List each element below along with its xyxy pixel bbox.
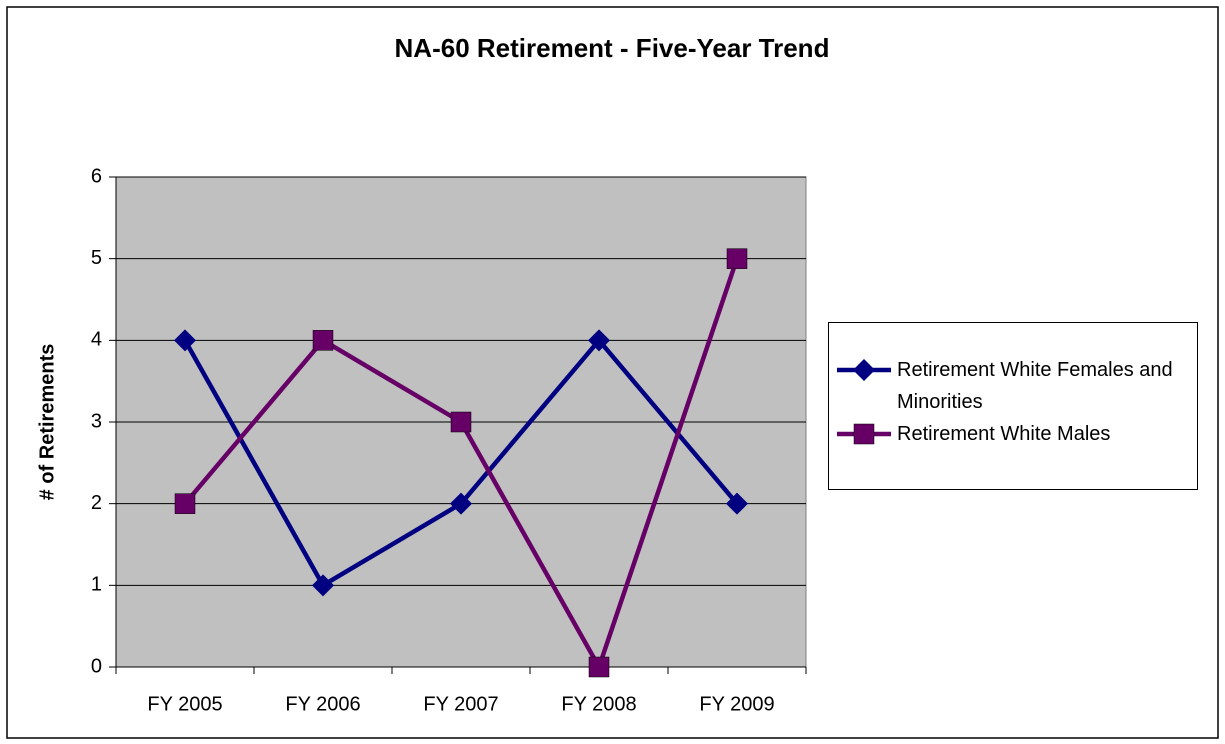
legend-label: Retirement White Males (897, 423, 1111, 445)
marker (312, 330, 334, 351)
marker (450, 492, 472, 515)
y-tick-label: 2 (91, 492, 102, 514)
y-tick-label: 5 (91, 247, 102, 269)
y-tick-label: 3 (91, 410, 102, 432)
legend-entry: Retirement White Males (829, 418, 1197, 450)
legend: Retirement White Females and Minorities R… (828, 322, 1198, 490)
chart-title: NA-60 Retirement - Five-Year Trend (395, 33, 830, 63)
marker (588, 329, 610, 352)
marker (726, 248, 748, 269)
y-tick-label: 1 (91, 574, 102, 596)
marker (853, 423, 875, 445)
marker (174, 493, 196, 514)
marker (174, 329, 196, 352)
legend-label: Retirement White Females and Minorities (897, 359, 1173, 413)
y-tick-label: 4 (91, 329, 102, 351)
marker (312, 574, 334, 597)
marker (853, 359, 875, 381)
y-axis-label: # of Retirements (36, 344, 58, 501)
x-tick-label: FY 2008 (561, 693, 636, 715)
legend-swatch (837, 423, 891, 445)
marker (726, 492, 748, 515)
marker (450, 411, 472, 433)
x-tick-label: FY 2006 (285, 693, 360, 715)
x-tick-label: FY 2007 (423, 693, 498, 715)
y-tick-label: 0 (91, 655, 102, 677)
legend-entry: Retirement White Females and Minorities (829, 354, 1197, 418)
x-tick-label: FY 2009 (699, 693, 774, 715)
y-tick-label: 6 (91, 165, 102, 187)
legend-swatch (837, 359, 891, 381)
x-tick-label: FY 2005 (147, 693, 222, 715)
marker (588, 656, 610, 678)
